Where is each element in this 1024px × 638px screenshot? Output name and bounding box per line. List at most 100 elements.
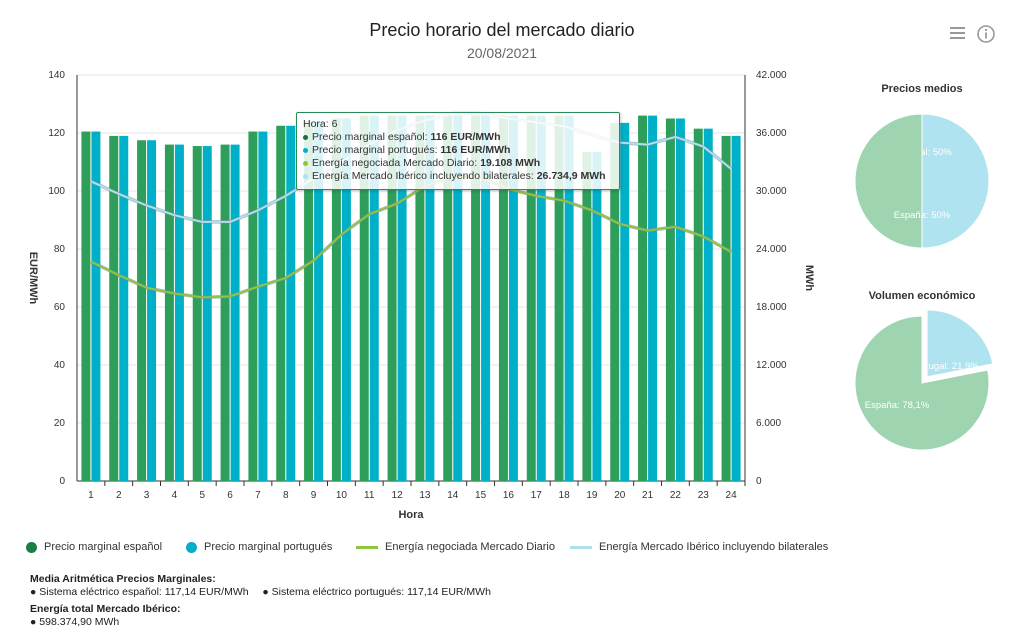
bar-spanish: [359, 115, 369, 481]
bar-spanish: [81, 131, 91, 482]
pie-slice: [926, 309, 994, 378]
y2-tick-label: 6.000: [756, 418, 781, 429]
y2-tick-label: 24.000: [756, 244, 787, 255]
x-tick-label: 14: [447, 490, 459, 501]
tooltip-value: 26.734,9 MWh: [536, 170, 606, 182]
legend-item-energia-iberico[interactable]: Energía Mercado Ibérico incluyendo bilat…: [570, 541, 828, 553]
x-tick-label: 1: [88, 490, 94, 501]
stats-header-energy: Energía total Mercado Ibérico:: [30, 603, 181, 615]
bar-spanish: [248, 131, 258, 482]
bar-portuguese: [174, 144, 184, 481]
legend-line-icon: [356, 545, 378, 549]
bar-spanish: [443, 115, 453, 481]
pie-title-volumen-economico: Volumen económico: [868, 290, 976, 302]
bar-spanish: [415, 115, 425, 481]
y2-tick-label: 0: [756, 476, 762, 487]
tooltip-label: Energía Mercado Ibérico incluyendo bilat…: [312, 170, 537, 182]
legend-dot-icon: [186, 541, 197, 553]
x-tick-label: 21: [642, 490, 654, 501]
y-tick-label: 40: [54, 360, 66, 371]
bar-portuguese: [147, 140, 157, 481]
y-tick-label: 120: [48, 128, 65, 139]
y2-tick-label: 42.000: [756, 70, 787, 81]
chart-subtitle: 20/08/2021: [466, 45, 538, 61]
bar-spanish: [693, 128, 703, 481]
bar-portuguese: [286, 125, 296, 481]
chart-title: Precio horario del mercado diario: [369, 20, 635, 40]
legend-item-spanish-price[interactable]: Precio marginal español: [26, 541, 162, 553]
y-axis-label: EUR/MWh: [27, 252, 39, 305]
bar-spanish: [164, 144, 174, 481]
stats-prices-row: ● Sistema eléctrico español: 117,14 EUR/…: [30, 586, 491, 599]
x-tick-label: 13: [419, 490, 431, 501]
bar-portuguese: [481, 115, 491, 481]
legend-item-energia-negociada[interactable]: Energía negociada Mercado Diario: [356, 541, 555, 553]
legend-item-portuguese-price[interactable]: Precio marginal portugués: [186, 541, 332, 553]
bar-portuguese: [564, 115, 574, 481]
tooltip-value: 116 EUR/MWh: [440, 144, 511, 156]
bar-spanish: [192, 146, 202, 482]
x-axis-label: Hora: [398, 509, 424, 521]
pie-slice: [854, 315, 990, 451]
bullet-icon: [303, 160, 308, 166]
tooltip-label: Precio marginal portugués:: [312, 144, 441, 156]
bar-portuguese: [508, 115, 518, 481]
legend-label: Energía negociada Mercado Diario: [385, 541, 555, 553]
pie-slice-label: España: 50%: [894, 210, 951, 221]
bar-portuguese: [119, 135, 129, 481]
bar-spanish: [137, 140, 147, 481]
bar-portuguese: [536, 115, 546, 481]
bar-spanish: [387, 115, 397, 481]
bar-portuguese: [453, 115, 463, 481]
pie-slice: [854, 113, 923, 249]
bar-portuguese: [258, 131, 268, 482]
bar-spanish: [721, 135, 731, 481]
x-tick-label: 9: [311, 490, 317, 501]
bar-portuguese: [675, 118, 685, 481]
legend-label: Precio marginal portugués: [204, 541, 333, 553]
y2-tick-label: 12.000: [756, 360, 787, 371]
bar-portuguese: [731, 135, 741, 481]
stats-header-prices: Media Aritmética Precios Marginales:: [30, 573, 216, 585]
info-icon[interactable]: [976, 24, 996, 44]
y2-axis-label: MWh: [803, 265, 815, 292]
y-tick-label: 0: [59, 476, 65, 487]
main-chart: 02040608010012014006.00012.00018.00024.0…: [27, 70, 994, 521]
x-tick-label: 3: [144, 490, 150, 501]
x-tick-label: 19: [586, 490, 598, 501]
bar-portuguese: [202, 146, 212, 482]
bar-spanish: [665, 118, 675, 481]
legend-dot-icon: [26, 541, 37, 553]
bar-portuguese: [648, 115, 658, 481]
x-tick-label: 4: [172, 490, 178, 501]
y-tick-label: 100: [48, 186, 65, 197]
y-tick-label: 20: [54, 418, 66, 429]
pie-slice-label: España: 78,1%: [865, 400, 930, 411]
bar-portuguese: [91, 131, 101, 482]
bullet-icon: [303, 173, 308, 179]
bar-spanish: [331, 118, 341, 481]
stats-portuguese-price: ● Sistema eléctrico portugués: 117,14 EU…: [262, 586, 491, 598]
bar-portuguese: [703, 128, 713, 481]
bar-portuguese: [341, 118, 351, 481]
bar-portuguese: [425, 115, 435, 481]
x-tick-label: 5: [199, 490, 205, 501]
bar-portuguese: [230, 144, 240, 481]
tooltip-value: 116 EUR/MWh: [430, 131, 501, 143]
line-energia-negociada: [90, 175, 732, 299]
legend-label: Precio marginal español: [44, 541, 163, 553]
x-tick-label: 18: [559, 490, 571, 501]
tooltip-hour-label: Hora:: [303, 118, 332, 130]
bar-portuguese: [369, 115, 379, 481]
x-tick-label: 10: [336, 490, 348, 501]
legend-line-icon: [570, 545, 592, 549]
x-tick-label: 20: [614, 490, 626, 501]
hamburger-menu-icon[interactable]: [948, 24, 968, 42]
tooltip-hour: 6: [331, 118, 338, 130]
y-tick-label: 140: [48, 70, 65, 81]
bar-spanish: [638, 115, 648, 481]
bar-spanish: [582, 151, 592, 481]
y2-tick-label: 36.000: [756, 128, 787, 139]
legend-label: Energía Mercado Ibérico incluyendo bilat…: [599, 541, 829, 553]
bar-spanish: [109, 135, 119, 481]
